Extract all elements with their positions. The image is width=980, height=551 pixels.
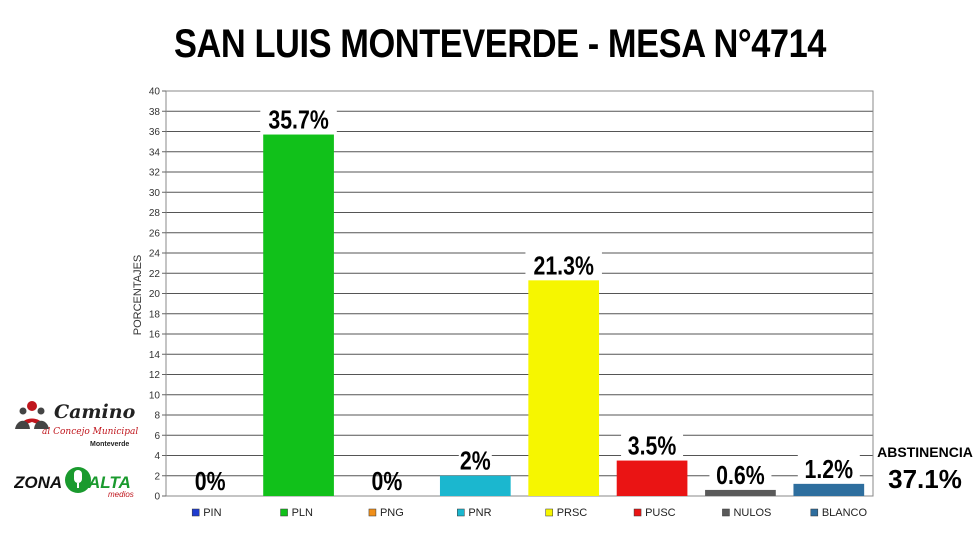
y-tick-label: 10 xyxy=(149,390,161,401)
y-tick-label: 34 xyxy=(149,147,161,158)
y-tick-label: 30 xyxy=(149,188,161,199)
data-label-background xyxy=(709,459,772,489)
camino-logo-text: Camino xyxy=(54,401,136,423)
legend-swatch-pin xyxy=(191,508,200,517)
abstention-label: ABSTINENCIA xyxy=(877,444,973,460)
y-tick-label: 4 xyxy=(154,451,160,462)
data-label-pnr: 2% xyxy=(460,447,491,477)
y-tick-label: 32 xyxy=(149,168,161,179)
alta-logo-text: ALTA xyxy=(87,473,131,492)
bar-pln xyxy=(263,134,334,496)
camino-logo: Camino al Concejo Municipal Monteverde xyxy=(15,401,138,448)
medios-logo-text: medios xyxy=(108,490,134,499)
data-labels: 0% 35.7% 0% 2% 21.3% 3.5% 0.6% 1.2% xyxy=(195,104,860,497)
y-tick-label: 18 xyxy=(149,309,161,320)
legend-label-pusc: PUSC xyxy=(645,507,676,519)
legend-label-pnr: PNR xyxy=(468,507,491,519)
bar-prsc xyxy=(528,280,600,496)
data-label-nulos: 0.6% xyxy=(716,461,765,491)
y-tick-label: 14 xyxy=(149,350,161,361)
data-label-png: 0% xyxy=(372,467,403,497)
data-label-prsc: 21.3% xyxy=(533,251,593,281)
data-label-pln: 35.7% xyxy=(268,106,328,136)
legend-swatch-pnr xyxy=(457,508,465,517)
bar-blanco xyxy=(793,483,865,496)
y-tick-label: 8 xyxy=(154,411,160,422)
legend-label-blanco: BLANCO xyxy=(822,507,868,519)
y-tick-label: 12 xyxy=(149,370,161,381)
y-tick-label: 24 xyxy=(149,249,161,260)
legend-label-nulos: NULOS xyxy=(733,507,771,519)
legend-swatch-nulos xyxy=(722,508,730,517)
camino-logo-subtext: al Concejo Municipal xyxy=(42,427,138,437)
zona-alta-logo: ZONA ALTA medios xyxy=(14,467,134,499)
y-tick-label: 0 xyxy=(154,492,160,503)
y-tick-label: 28 xyxy=(149,208,161,219)
legend: PIN PLN PNG PNR PRSC PUSC NULOS BLANCO xyxy=(191,507,868,519)
legend-label-pin: PIN xyxy=(203,507,221,519)
legend-label-png: PNG xyxy=(380,507,404,519)
legend-swatch-blanco xyxy=(810,508,819,517)
legend-swatch-pln xyxy=(280,508,288,517)
data-label-background xyxy=(458,445,492,475)
legend-label-pln: PLN xyxy=(292,507,313,519)
data-label-pusc: 3.5% xyxy=(628,432,677,462)
legend-label-prsc: PRSC xyxy=(557,507,588,519)
bar-pusc xyxy=(616,460,688,496)
data-label-pin: 0% xyxy=(195,467,226,497)
data-label-background xyxy=(260,104,337,134)
people-icon xyxy=(15,401,49,429)
data-label-background xyxy=(797,453,860,483)
y-tick-label: 36 xyxy=(149,127,161,138)
y-tick-label: 2 xyxy=(154,471,160,482)
legend-swatch-prsc xyxy=(545,508,553,517)
bars xyxy=(263,134,865,496)
y-tick-label: 6 xyxy=(154,431,160,442)
bar-pnr xyxy=(439,475,511,496)
chart-title: SAN LUIS MONTEVERDE - MESA N°4714 xyxy=(173,22,827,66)
y-tick-label: 16 xyxy=(149,330,161,341)
y-tick-label: 22 xyxy=(149,269,161,280)
data-label-background xyxy=(525,250,602,280)
legend-swatch-pusc xyxy=(633,508,642,517)
abstention-value: 37.1% xyxy=(888,464,962,494)
bar-nulos xyxy=(705,489,776,496)
data-label-background xyxy=(621,430,684,460)
camino-logo-town: Monteverde xyxy=(90,441,129,448)
y-tick-label: 40 xyxy=(149,87,161,98)
y-tick-label: 26 xyxy=(149,228,161,239)
data-label-blanco: 1.2% xyxy=(805,455,854,485)
y-tick-label: 38 xyxy=(149,107,161,118)
legend-swatch-png xyxy=(368,508,377,517)
y-tick-label: 20 xyxy=(149,289,161,300)
zona-logo-text: ZONA xyxy=(14,473,62,492)
microphone-icon xyxy=(65,467,91,493)
y-axis-label: PORCENTAJES xyxy=(132,255,144,335)
